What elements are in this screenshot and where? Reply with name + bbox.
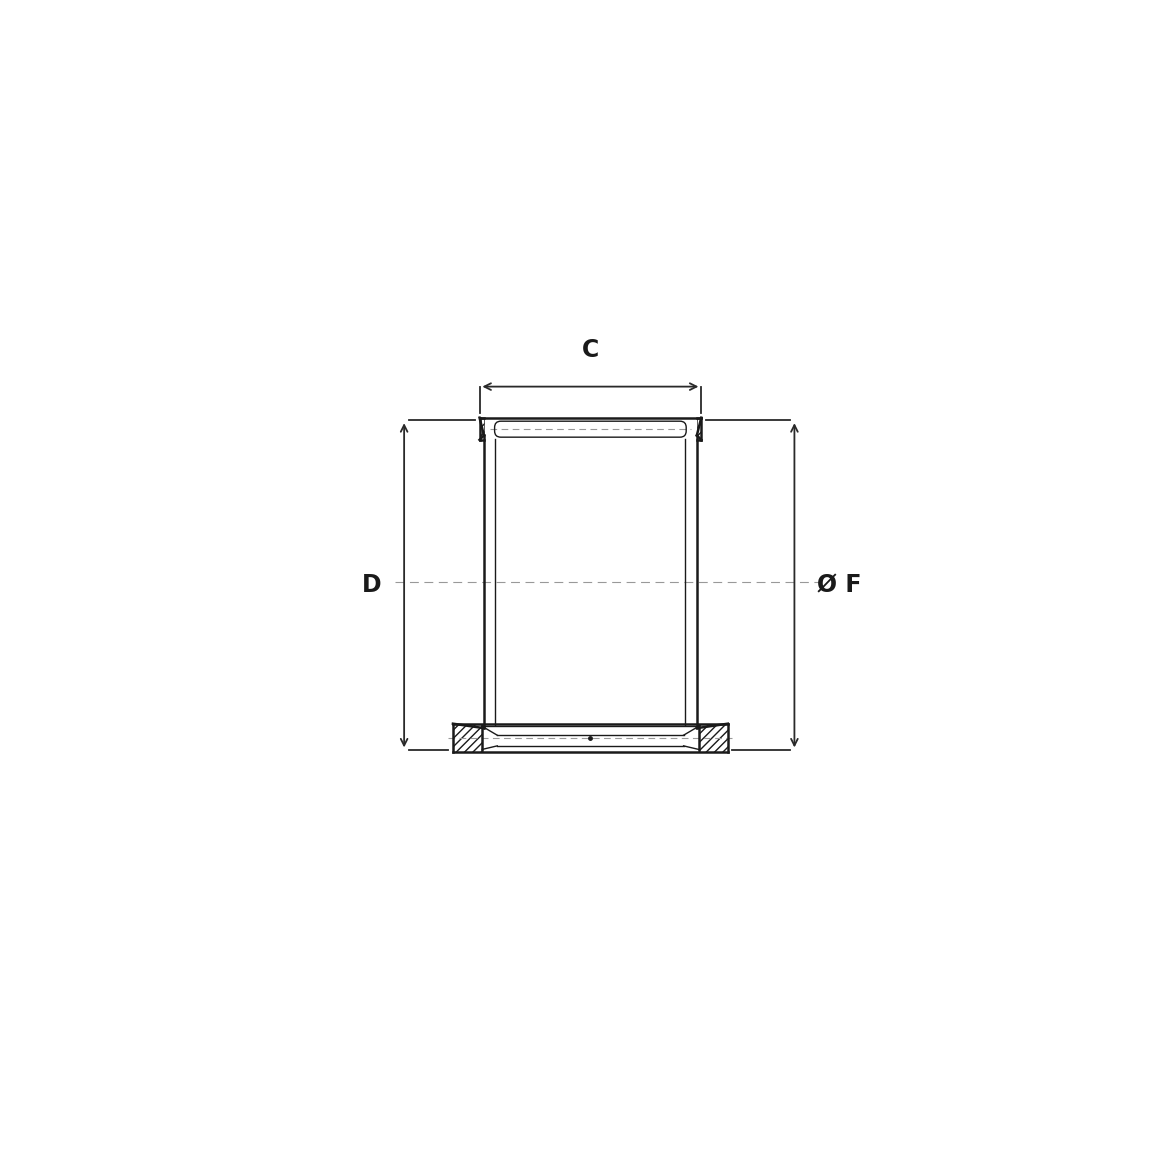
Bar: [698, 723, 728, 752]
Text: C: C: [582, 338, 599, 362]
Text: D: D: [363, 574, 382, 597]
Bar: [697, 418, 702, 440]
Bar: [453, 723, 483, 752]
Text: Ø F: Ø F: [817, 574, 861, 597]
Bar: [479, 418, 484, 440]
